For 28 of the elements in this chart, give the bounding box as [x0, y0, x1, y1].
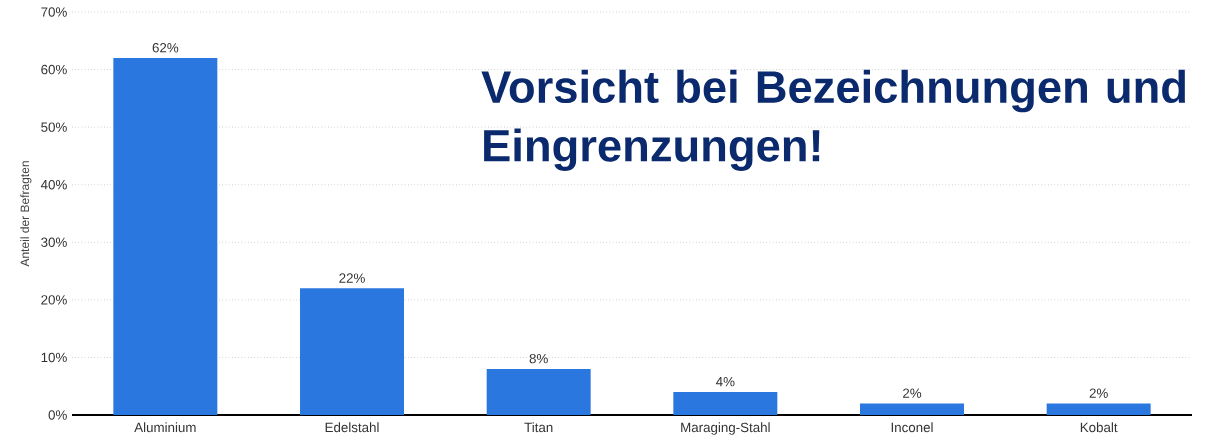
y-tick-label: 30%	[41, 237, 67, 247]
y-tick-label: 20%	[41, 295, 67, 305]
bar	[860, 403, 964, 415]
y-tick-label: 0%	[48, 410, 67, 420]
x-tick-label: Aluminium	[134, 422, 196, 433]
x-tick-label: Edelstahl	[325, 422, 379, 433]
data-label: 2%	[903, 388, 922, 398]
x-tick-label: Kobalt	[1080, 422, 1118, 433]
data-label: 4%	[716, 377, 735, 387]
x-tick-label: Titan	[524, 422, 553, 433]
y-tick-label: 10%	[41, 352, 67, 363]
x-tick-label: Maraging-Stahl	[681, 422, 770, 435]
x-tick-label: Inconel	[891, 422, 933, 433]
data-label: 62%	[152, 43, 179, 53]
bar	[673, 391, 778, 415]
annotation: Vorsicht bei Bezeichnungen und Eingrenzungen!	[481, 69, 1185, 171]
y-tick-label: 40%	[40, 179, 67, 190]
y-tick-label: 60%	[41, 64, 67, 75]
data-label: 2%	[1089, 388, 1108, 398]
data-label: 22%	[339, 273, 365, 283]
data-label: 8%	[529, 353, 548, 364]
y-tick-label: 50%	[41, 122, 67, 132]
bar	[113, 58, 218, 415]
y-axis-title: Anteil der Befragten	[20, 161, 32, 267]
bar	[1046, 403, 1151, 415]
bar	[300, 288, 404, 415]
y-tick-label: 70%	[41, 7, 67, 17]
bar	[486, 368, 591, 415]
